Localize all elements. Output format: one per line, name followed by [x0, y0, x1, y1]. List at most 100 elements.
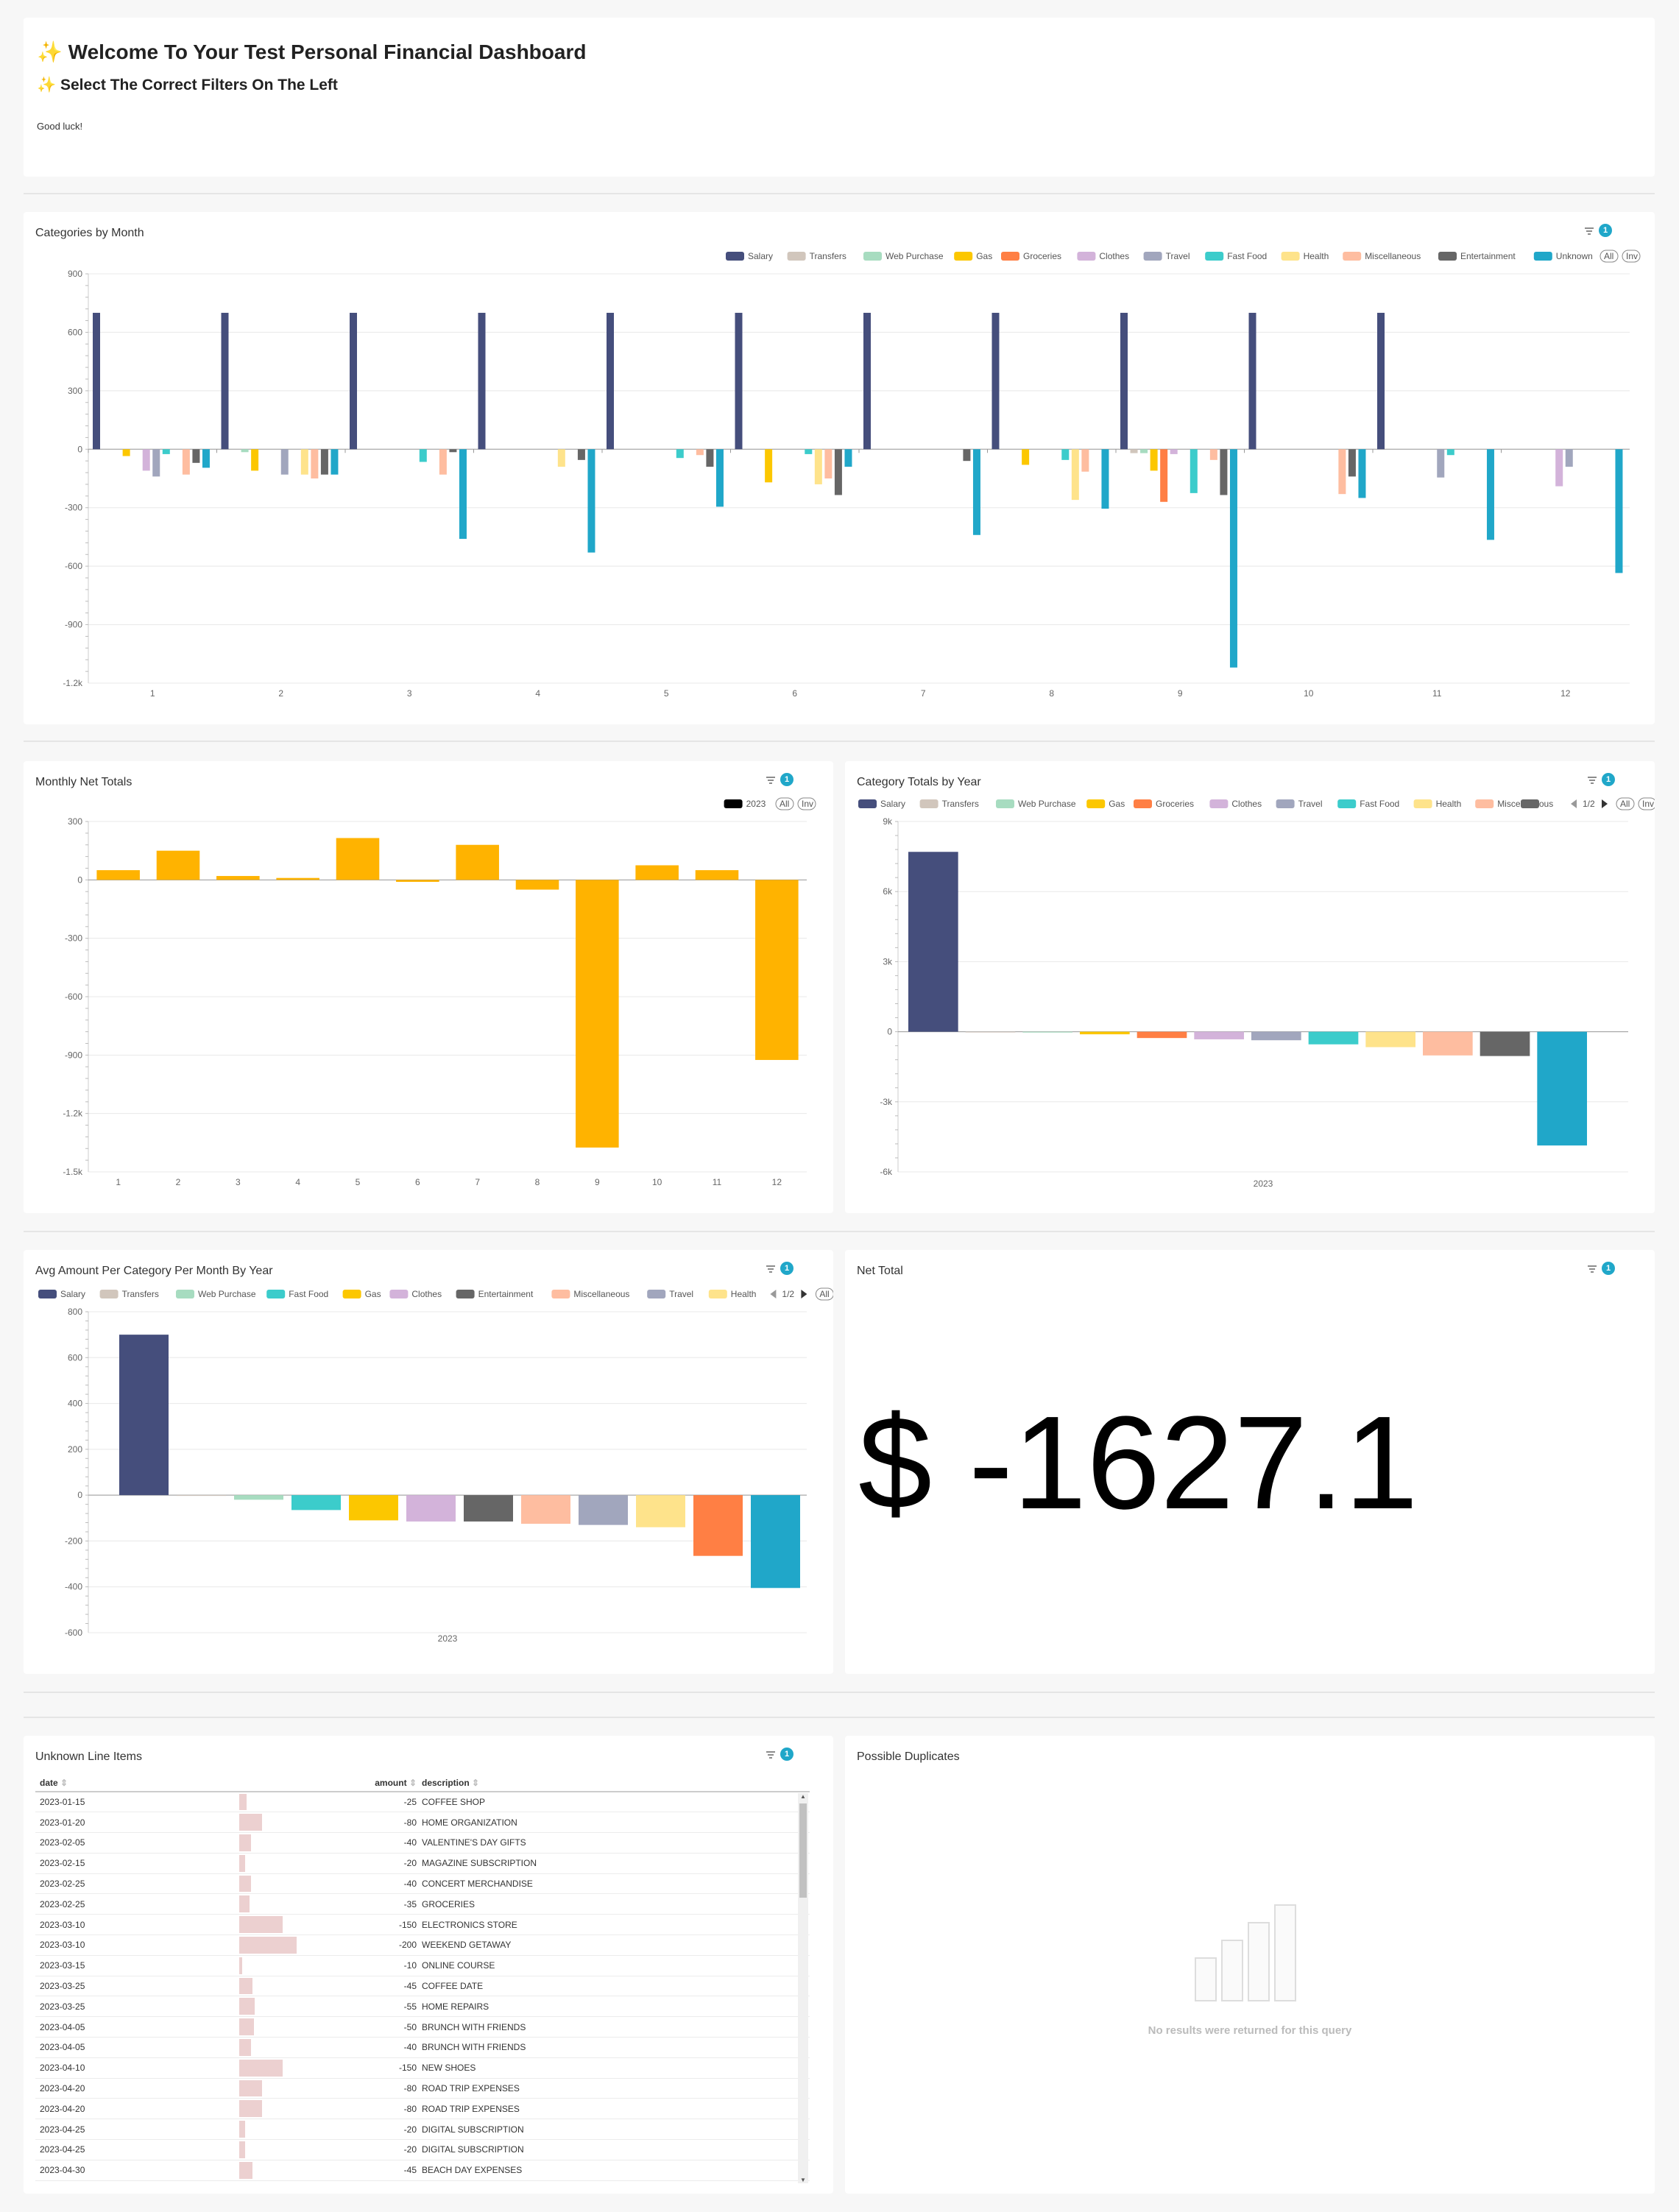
bar-salary [863, 312, 871, 450]
table-row[interactable]: 2023-03-10 -150 ELECTRONICS STORE [35, 1915, 810, 1935]
bar-salary [908, 852, 958, 1032]
table-row[interactable]: 2023-04-10 -150 NEW SHOES [35, 2057, 810, 2079]
y-tick-label: 900 [68, 269, 82, 279]
bar-miscellaneous [824, 449, 833, 478]
bar-2023 [336, 838, 380, 880]
y-tick-label: 200 [68, 1444, 82, 1455]
table-row[interactable]: 2023-04-25 -20 DIGITAL SUBSCRIPTION [35, 2119, 810, 2140]
amount-bar [239, 1794, 247, 1811]
bar-gas [251, 449, 259, 471]
amount-bar [239, 2059, 283, 2077]
bar-unknown [1486, 449, 1494, 540]
table-row[interactable]: 2023-02-25 -35 GROCERIES [35, 1894, 810, 1915]
table-row[interactable]: 2023-03-25 -55 HOME REPAIRS [35, 1996, 810, 2017]
bar-unknown [844, 449, 852, 467]
table-row[interactable]: 2023-02-15 -20 MAGAZINE SUBSCRIPTION [35, 1853, 810, 1874]
filter-indicator[interactable]: 1 [1584, 224, 1612, 237]
y-tick-label: 0 [77, 1490, 82, 1500]
filter-icon[interactable] [766, 1750, 776, 1759]
legend-label: Gas [976, 251, 992, 261]
table-row[interactable]: 2023-01-20 -80 HOME ORGANIZATION [35, 1812, 810, 1833]
divider [24, 1231, 1655, 1232]
cell-date: 2023-04-20 [40, 2083, 85, 2094]
legend-inv-label: Inv [1626, 251, 1638, 261]
legend-label: Fast Food [1227, 251, 1267, 261]
filter-icon[interactable] [1584, 226, 1594, 235]
filter-indicator[interactable]: 1 [766, 1748, 793, 1761]
bar-entertainment [834, 449, 842, 495]
filter-indicator[interactable]: 1 [766, 1262, 793, 1275]
cell-amount: -35 [239, 1894, 421, 1915]
bar-health [636, 1495, 685, 1527]
bar-travel [579, 1495, 628, 1525]
categories-by-month-chart: Salary Transfers Web Purchase Gas Groceries C… [63, 250, 1641, 699]
amount-value: -40 [403, 1837, 417, 1848]
bar-entertainment [1348, 449, 1356, 477]
legend-swatch [1337, 799, 1357, 808]
x-tick-label: 2023 [1254, 1179, 1273, 1189]
table-row[interactable]: 2023-04-05 -50 BRUNCH WITH FRIENDS [35, 2017, 810, 2038]
y-tick-label: 9k [883, 816, 893, 827]
table-row[interactable]: 2023-03-15 -10 ONLINE COURSE [35, 1955, 810, 1976]
table-row[interactable]: 2023-04-25 -20 DIGITAL SUBSCRIPTION [35, 2140, 810, 2160]
column-header-description[interactable]: description ⇕ [422, 1777, 480, 1788]
scrollbar-thumb[interactable] [799, 1803, 807, 1898]
legend-label: Fast Food [289, 1289, 328, 1299]
bar-entertainment [449, 449, 457, 453]
bar-unknown [1537, 1031, 1587, 1146]
table-row[interactable]: 2023-02-25 -40 CONCERT MERCHANDISE [35, 1873, 810, 1894]
bar-groceries [1137, 1031, 1187, 1039]
scroll-down-arrow-icon[interactable]: ▼ [800, 2177, 806, 2183]
y-tick-label: 0 [887, 1027, 892, 1037]
filter-icon[interactable] [1587, 1264, 1597, 1273]
bar-fast-food [291, 1495, 341, 1510]
cell-amount: -40 [239, 2038, 421, 2058]
column-header-date[interactable]: date ⇕ [40, 1777, 68, 1788]
table-row[interactable]: 2023-04-20 -80 ROAD TRIP EXPENSES [35, 2099, 810, 2119]
divider [24, 1717, 1655, 1718]
bar-groceries [693, 1495, 743, 1556]
x-tick-label: 2 [278, 688, 283, 699]
filter-icon[interactable] [1587, 775, 1597, 784]
legend-label: Salary [748, 251, 773, 261]
table-row[interactable]: 2023-03-10 -200 WEEKEND GETAWAY [35, 1935, 810, 1956]
table-row[interactable]: 2023-04-05 -40 BRUNCH WITH FRIENDS [35, 2038, 810, 2058]
legend-label: Health [1304, 251, 1329, 261]
legend-label: Clothes [411, 1289, 442, 1299]
scrollbar[interactable]: ▲ ▼ [798, 1793, 808, 2183]
amount-bar [239, 1895, 250, 1913]
legend-swatch [1413, 799, 1432, 808]
bar-gas [122, 449, 130, 456]
legend-swatch [1209, 799, 1229, 808]
legend-all-label: All [780, 799, 789, 809]
filter-indicator[interactable]: 1 [1587, 1262, 1615, 1275]
legend-swatch [1281, 252, 1300, 261]
table-row[interactable]: 2023-01-15 -25 COFFEE SHOP [35, 1792, 810, 1812]
sort-icon[interactable]: ⇕ [60, 1777, 68, 1788]
table-row[interactable]: 2023-04-30 -45 BEACH DAY EXPENSES [35, 2160, 810, 2181]
divider [24, 741, 1655, 742]
filter-icon[interactable] [766, 775, 776, 784]
amount-value: -25 [403, 1797, 417, 1808]
legend-swatch [1533, 252, 1552, 261]
amount-value: -40 [403, 1879, 417, 1890]
sort-icon[interactable]: ⇕ [409, 1777, 417, 1788]
chart-title: Monthly Net Totals [35, 776, 132, 788]
cell-description: NEW SHOES [422, 2063, 476, 2074]
table-row[interactable]: 2023-02-05 -40 VALENTINE'S DAY GIFTS [35, 1833, 810, 1854]
filter-icon[interactable] [766, 1264, 776, 1273]
table-row[interactable]: 2023-04-20 -80 ROAD TRIP EXPENSES [35, 2078, 810, 2099]
table-row[interactable]: 2023-03-25 -45 COFFEE DATE [35, 1976, 810, 1996]
legend-inv-button [797, 797, 816, 810]
sort-icon[interactable]: ⇕ [472, 1777, 480, 1788]
cell-description: CONCERT MERCHANDISE [422, 1879, 533, 1890]
legend-label: Web Purchase [1018, 799, 1076, 809]
column-header-amount[interactable]: amount ⇕ [375, 1777, 417, 1788]
bar-clothes [142, 449, 150, 471]
filter-indicator[interactable]: 1 [1587, 773, 1615, 786]
filter-indicator[interactable]: 1 [766, 773, 793, 786]
y-tick-label: -3k [880, 1097, 893, 1107]
scroll-up-arrow-icon[interactable]: ▲ [800, 1793, 806, 1800]
bar-fast-food [1061, 449, 1070, 460]
